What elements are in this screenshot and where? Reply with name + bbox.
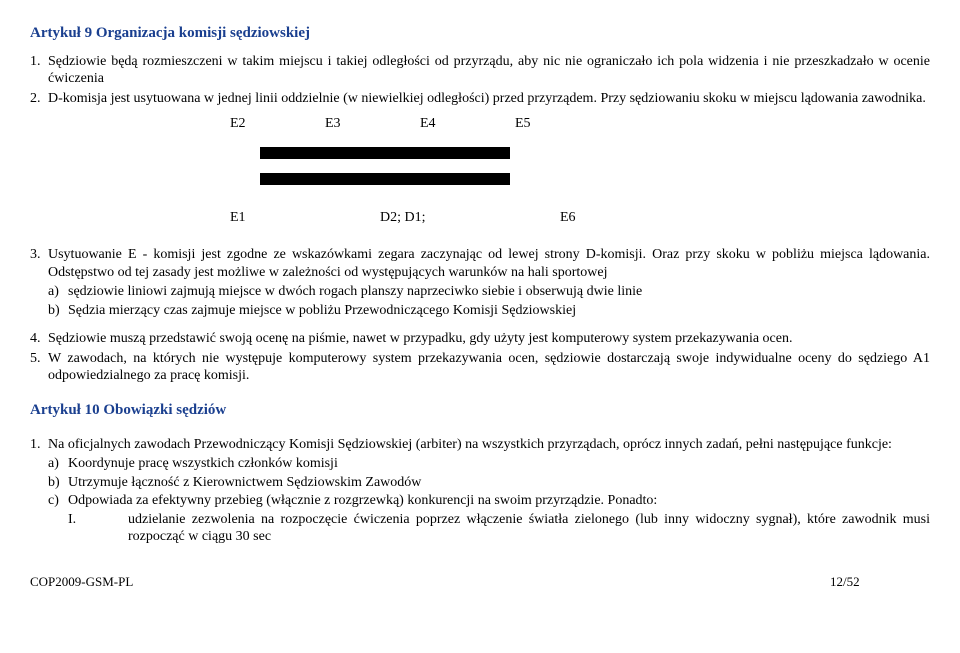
diagram-bar-1 — [260, 147, 510, 159]
label-e6: E6 — [560, 209, 576, 227]
article9-heading: Artykuł 9 Organizacja komisji sędziowski… — [30, 24, 930, 43]
num: 1. — [30, 436, 48, 454]
text: Na oficjalnych zawodach Przewodniczący K… — [48, 436, 930, 454]
article10-heading: Artykuł 10 Obowiązki sędziów — [30, 401, 930, 420]
judges-diagram: E2 E3 E4 E5 E1 D2; D1; E6 — [30, 115, 930, 226]
diagram-row-top: E2 E3 E4 E5 — [230, 115, 930, 133]
diagram-row-bottom: E1 D2; D1; E6 — [230, 209, 930, 227]
num: a) — [48, 283, 68, 301]
num: I. — [68, 511, 128, 546]
text: Usytuowanie E - komisji jest zgodne ze w… — [48, 246, 930, 281]
num: 2. — [30, 90, 48, 108]
text: W zawodach, na których nie występuje kom… — [48, 350, 930, 385]
num: 1. — [30, 53, 48, 88]
text: Sędziowie muszą przedstawić swoją ocenę … — [48, 330, 930, 348]
diagram-bar-2 — [260, 173, 510, 185]
label-e5: E5 — [515, 115, 610, 133]
page-footer: COP2009-GSM-PL 12/52 — [30, 574, 930, 590]
num: 5. — [30, 350, 48, 385]
label-e4: E4 — [420, 115, 515, 133]
art9-item1: 1. Sędziowie będą rozmieszczeni w takim … — [30, 53, 930, 88]
art9-item2: 2. D-komisja jest usytuowana w jednej li… — [30, 90, 930, 108]
art9-item3b: b) Sędzia mierzący czas zajmuje miejsce … — [30, 302, 930, 320]
text: Utrzymuje łączność z Kierownictwem Sędzi… — [68, 474, 930, 492]
art10-item1: 1. Na oficjalnych zawodach Przewodnicząc… — [30, 436, 930, 454]
num: a) — [48, 455, 68, 473]
text: Odpowiada za efektywny przebieg (włączni… — [68, 492, 930, 510]
label-e3: E3 — [325, 115, 420, 133]
num: b) — [48, 302, 68, 320]
label-e1: E1 — [230, 209, 380, 227]
art9-item4: 4. Sędziowie muszą przedstawić swoją oce… — [30, 330, 930, 348]
art9-item3: 3. Usytuowanie E - komisji jest zgodne z… — [30, 246, 930, 281]
footer-page-number: 12/52 — [830, 574, 930, 590]
art10-item1c: c) Odpowiada za efektywny przebieg (włąc… — [30, 492, 930, 510]
text: Sędzia mierzący czas zajmuje miejsce w p… — [68, 302, 930, 320]
text: D-komisja jest usytuowana w jednej linii… — [48, 90, 930, 108]
num: 4. — [30, 330, 48, 348]
text: sędziowie liniowi zajmują miejsce w dwóc… — [68, 283, 930, 301]
art10-item1cI: I. udzielanie zezwolenia na rozpoczęcie … — [30, 511, 930, 546]
num: 3. — [30, 246, 48, 281]
label-e2: E2 — [230, 115, 325, 133]
text: Koordynuje pracę wszystkich członków kom… — [68, 455, 930, 473]
footer-doc-id: COP2009-GSM-PL — [30, 574, 133, 590]
num: c) — [48, 492, 68, 510]
label-d2d1: D2; D1; — [380, 209, 560, 227]
text: Sędziowie będą rozmieszczeni w takim mie… — [48, 53, 930, 88]
text: udzielanie zezwolenia na rozpoczęcie ćwi… — [128, 511, 930, 546]
art9-item5: 5. W zawodach, na których nie występuje … — [30, 350, 930, 385]
art9-item3a: a) sędziowie liniowi zajmują miejsce w d… — [30, 283, 930, 301]
art10-item1a: a) Koordynuje pracę wszystkich członków … — [30, 455, 930, 473]
num: b) — [48, 474, 68, 492]
art10-item1b: b) Utrzymuje łączność z Kierownictwem Sę… — [30, 474, 930, 492]
